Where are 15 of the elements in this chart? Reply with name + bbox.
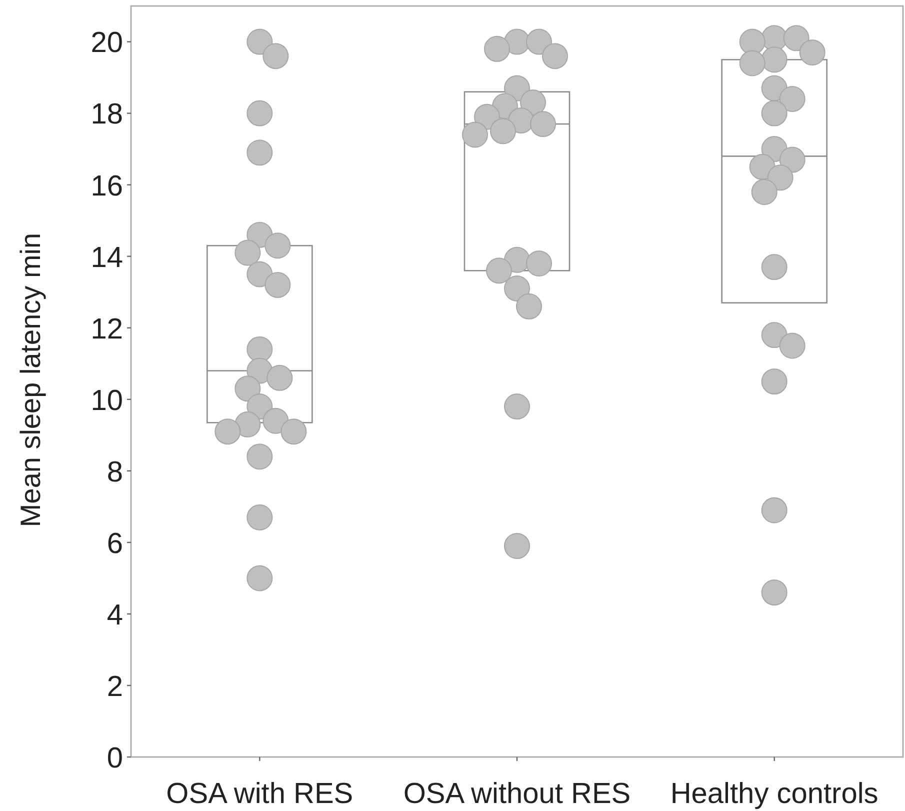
y-tick-label: 0 (106, 742, 123, 774)
y-tick-label: 2 (106, 670, 123, 703)
x-tick-label: OSA without RES (403, 778, 631, 810)
y-tick-label: 8 (106, 456, 123, 488)
x-tick-label: Healthy controls (670, 778, 878, 810)
y-tick-label: 4 (106, 599, 123, 632)
y-tick-label: 16 (90, 170, 123, 202)
y-tick-label: 20 (90, 27, 123, 60)
y-tick-label: 12 (90, 313, 123, 346)
y-tick-label: 6 (106, 528, 123, 560)
x-tick-label: OSA with RES (166, 778, 354, 810)
y-tick-label: 18 (90, 98, 123, 131)
y-axis-title: Mean sleep latency min (15, 232, 46, 528)
y-tick-label: 14 (90, 242, 123, 274)
y-tick-label: 10 (90, 384, 123, 417)
